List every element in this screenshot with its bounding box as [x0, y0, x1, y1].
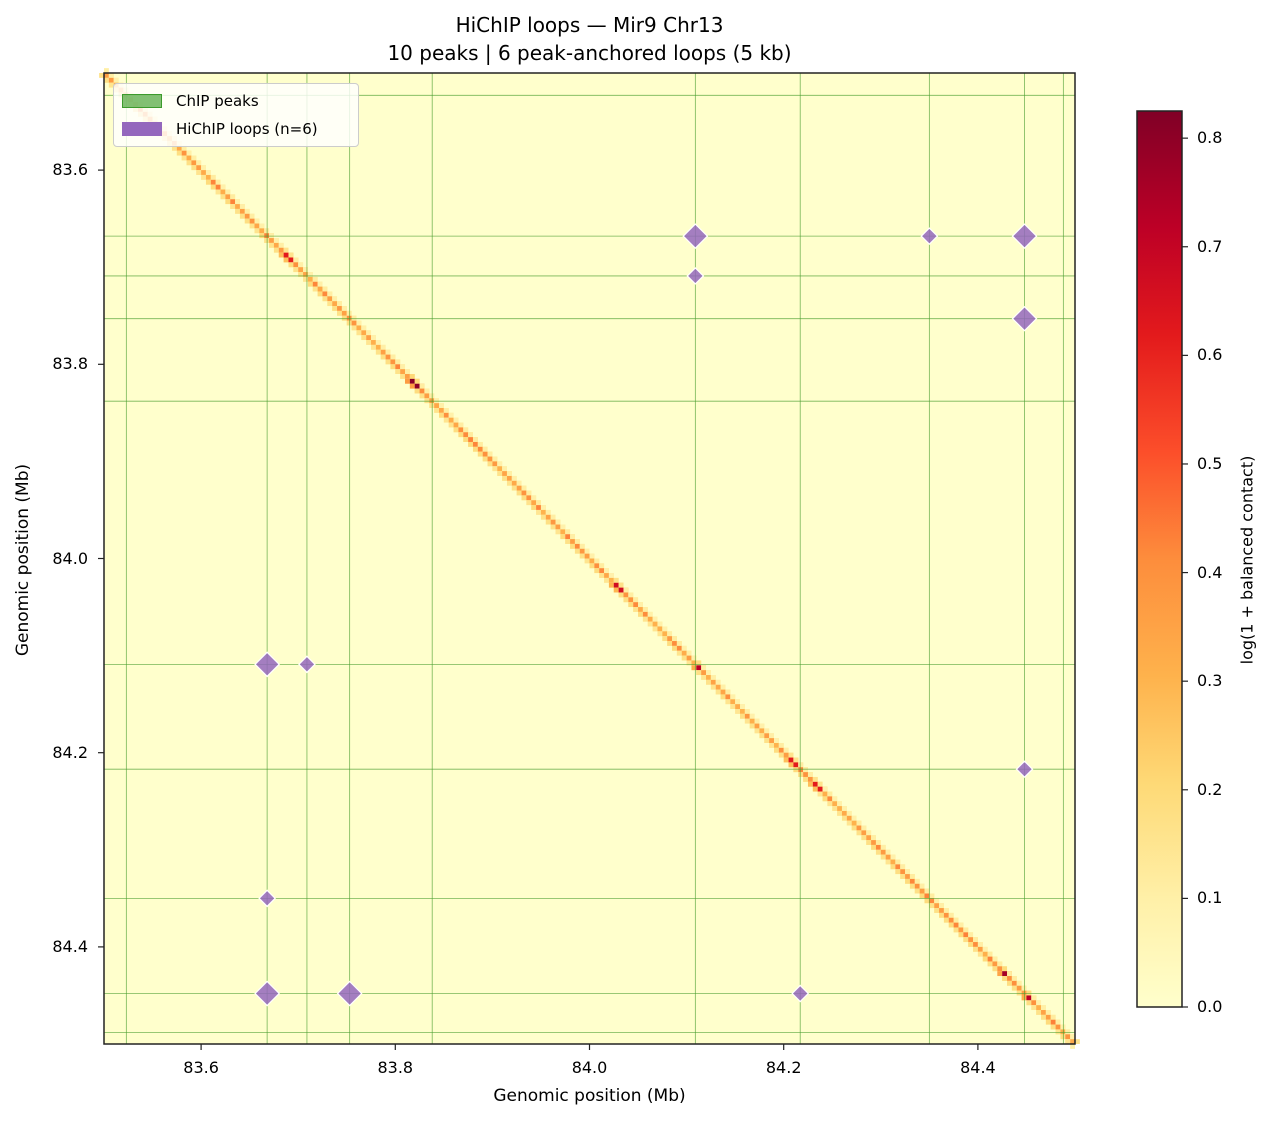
legend-label: HiChIP loops (n=6): [176, 120, 318, 138]
legend-item-hichip-loops: HiChIP loops (n=6): [122, 120, 318, 138]
y-tick-label: 83.6: [52, 160, 88, 180]
green-swatch-icon: [122, 94, 162, 108]
x-tick-label: 83.8: [377, 1058, 414, 1077]
colorbar-tick-label: 0.4: [1197, 562, 1223, 582]
loop-marker: [258, 889, 276, 908]
y-tick-label: 84.4: [52, 936, 88, 956]
purple-swatch-icon: [122, 122, 162, 136]
y-tick-label: 84.2: [52, 742, 88, 762]
colorbar: [1136, 110, 1183, 1008]
colorbar-tick-label: 0.1: [1197, 888, 1223, 908]
x-tick-label: 84.0: [571, 1058, 608, 1077]
loop-marker: [686, 267, 705, 285]
loop-marker: [254, 980, 280, 1007]
x-tick-label: 84.2: [765, 1058, 802, 1077]
colorbar-ticks: [1182, 137, 1188, 1008]
x-tick-label: 84.4: [960, 1058, 996, 1077]
colorbar-tick-label: 0.8: [1197, 128, 1223, 148]
colorbar-tick-label: 0.6: [1197, 345, 1223, 365]
y-tick-label: 83.8: [52, 354, 88, 374]
colorbar-tick-label: 0.5: [1197, 453, 1223, 473]
legend-label: ChIP peaks: [176, 92, 259, 110]
loop-marker: [254, 651, 280, 678]
x-tick-label: 83.6: [183, 1058, 219, 1077]
y-axis-label: Genomic position (Mb): [13, 463, 33, 657]
loop-marker: [1015, 760, 1034, 779]
y-tick-label: 84.0: [52, 548, 88, 568]
loop-marker: [1011, 305, 1038, 332]
loop-marker: [298, 655, 316, 674]
x-axis-label: Genomic position (Mb): [493, 1086, 686, 1106]
axis-ticks: [98, 169, 979, 1050]
colorbar-tick-label: 0.2: [1197, 779, 1223, 799]
colorbar-label: log(1 + balanced contact): [1237, 455, 1257, 665]
legend-item-chip-peaks: ChIP peaks: [122, 92, 259, 110]
loop-marker: [336, 980, 363, 1007]
colorbar-tick-label: 0.0: [1197, 997, 1223, 1016]
legend: ChIP peaks HiChIP loops (n=6): [113, 83, 359, 147]
colorbar-tick-label: 0.3: [1197, 671, 1223, 691]
loop-marker: [791, 984, 810, 1003]
loop-marker: [920, 227, 939, 245]
chart-title: HiChIP loops — Mir9 Chr13: [455, 13, 724, 37]
loop-marker: [682, 223, 709, 249]
colorbar-tick-label: 0.7: [1197, 236, 1223, 256]
loop-marker: [1011, 223, 1038, 249]
chart-subtitle: 10 peaks | 6 peak-anchored loops (5 kb): [387, 41, 792, 65]
loop-markers: [254, 223, 1038, 1007]
